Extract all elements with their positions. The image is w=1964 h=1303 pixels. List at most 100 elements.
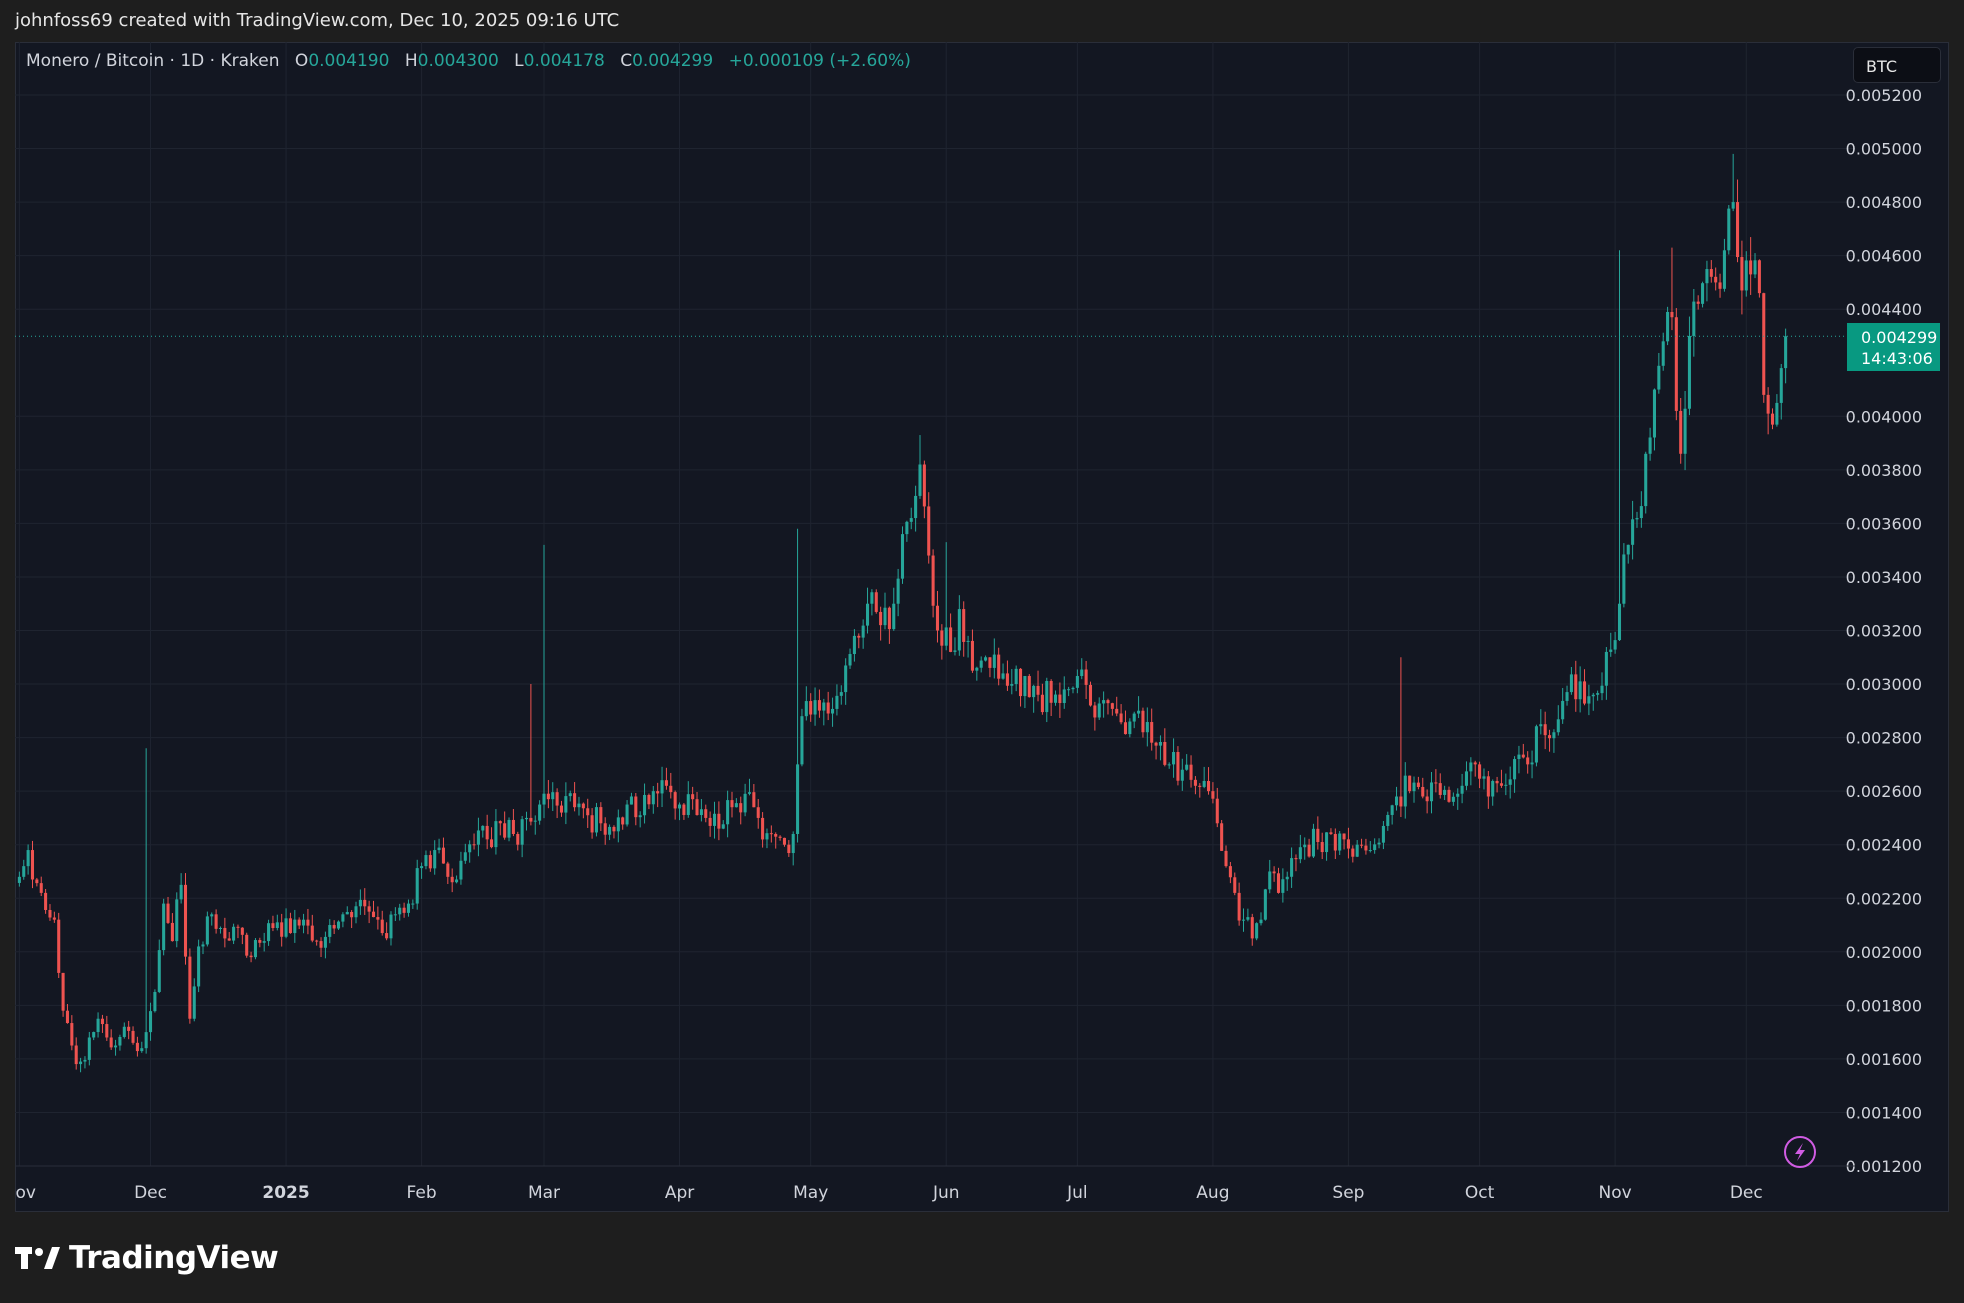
candle-body bbox=[1561, 700, 1565, 720]
candle-body bbox=[1744, 260, 1748, 291]
x-tick-label: Sep bbox=[1332, 1183, 1364, 1203]
candle-body bbox=[1736, 202, 1740, 258]
candle-body bbox=[511, 819, 515, 834]
candle-body bbox=[232, 926, 236, 941]
candle-body bbox=[1762, 293, 1766, 395]
candle-body bbox=[389, 914, 393, 939]
candle-body bbox=[1666, 311, 1670, 342]
candle-body bbox=[468, 844, 472, 853]
last-price-value: 0.004299 bbox=[1861, 328, 1938, 347]
candle-body bbox=[1189, 764, 1193, 780]
candle-body bbox=[949, 627, 953, 652]
x-tick-label: Oct bbox=[1465, 1183, 1495, 1203]
y-tick-label: 0.001400 bbox=[1846, 1103, 1922, 1122]
candle-body bbox=[1683, 408, 1687, 454]
candle-body bbox=[865, 603, 870, 626]
candle-body bbox=[1172, 752, 1176, 765]
change-value: +0.000109 (+2.60%) bbox=[728, 51, 911, 71]
candle-body bbox=[1342, 833, 1346, 840]
candle-body bbox=[148, 1011, 153, 1033]
candle-body bbox=[664, 780, 668, 786]
candle-body bbox=[354, 906, 358, 918]
candle-body bbox=[1644, 453, 1648, 507]
candle-body bbox=[1207, 780, 1211, 792]
candle-body bbox=[861, 625, 865, 638]
candle-body bbox=[310, 925, 314, 941]
candle-body bbox=[332, 925, 336, 929]
candle-body bbox=[1635, 518, 1639, 520]
candle-body bbox=[1714, 276, 1718, 283]
candle-body bbox=[1333, 833, 1337, 851]
candle-body bbox=[441, 847, 445, 864]
candle-body bbox=[371, 911, 376, 918]
candle-body bbox=[1600, 685, 1604, 694]
candle-body bbox=[48, 909, 52, 918]
candle-body bbox=[551, 792, 555, 800]
candle-body bbox=[594, 807, 598, 833]
candle-body bbox=[140, 1048, 144, 1052]
tradingview-logo[interactable]: TradingView bbox=[15, 1240, 279, 1276]
lightning-icon-bolt bbox=[1795, 1143, 1805, 1161]
candle-body bbox=[900, 534, 905, 579]
candle-body bbox=[940, 630, 944, 646]
candle-body bbox=[302, 919, 306, 926]
candle-body bbox=[835, 695, 839, 709]
candle-body bbox=[914, 495, 918, 519]
chart-caption: johnfoss69 created with TradingView.com,… bbox=[15, 10, 620, 31]
candle-body bbox=[1360, 844, 1364, 846]
y-tick-label: 0.005200 bbox=[1846, 86, 1922, 105]
candle-body bbox=[1784, 336, 1788, 369]
x-tick-label: Nov bbox=[1599, 1183, 1632, 1203]
open-label: O bbox=[294, 51, 309, 71]
candle-body bbox=[179, 884, 183, 900]
low-label: L bbox=[514, 51, 524, 71]
candle-body bbox=[966, 640, 970, 642]
candle-body bbox=[1263, 889, 1267, 920]
candle-body bbox=[1779, 368, 1783, 403]
candle-body bbox=[162, 903, 166, 951]
price-chart[interactable]: 0.005200 0.005000 0.004800 0.004600 0.004400… bbox=[15, 42, 1949, 1212]
candle-body bbox=[52, 917, 56, 920]
candle-body bbox=[105, 1024, 109, 1038]
candle-body bbox=[734, 803, 738, 808]
candle-body bbox=[131, 1030, 135, 1043]
candle-body bbox=[1604, 651, 1608, 686]
candle-body bbox=[695, 799, 699, 816]
candle-body bbox=[293, 919, 297, 934]
candle-body bbox=[428, 855, 432, 869]
candle-body bbox=[1766, 394, 1770, 414]
candle-body bbox=[1377, 842, 1381, 845]
chart-panel[interactable] bbox=[15, 42, 1949, 1212]
candle-body bbox=[1276, 873, 1281, 893]
candle-body bbox=[1141, 710, 1145, 733]
candle-body bbox=[887, 607, 891, 630]
candle-body bbox=[1425, 796, 1429, 802]
candle-body bbox=[262, 941, 266, 943]
candle-body bbox=[1180, 769, 1184, 781]
candle-body bbox=[96, 1018, 100, 1033]
candle-body bbox=[699, 809, 703, 816]
candle-body bbox=[350, 912, 354, 918]
candle-body bbox=[275, 922, 279, 929]
candle-body bbox=[1381, 825, 1385, 843]
y-tick-label: 0.001600 bbox=[1846, 1050, 1922, 1069]
candle-body bbox=[1403, 775, 1407, 807]
candle-body bbox=[957, 609, 961, 651]
candle-body bbox=[1075, 676, 1079, 688]
lightning-icon[interactable] bbox=[1784, 1136, 1816, 1168]
candle-body bbox=[935, 605, 940, 631]
candle-body bbox=[1552, 732, 1556, 739]
candle-body bbox=[481, 825, 485, 831]
candle-body bbox=[402, 907, 406, 913]
symbol-label[interactable]: Monero / Bitcoin · 1D · Kraken bbox=[26, 51, 280, 71]
candle-body bbox=[643, 794, 647, 816]
candle-body bbox=[1390, 805, 1394, 815]
candle-body bbox=[44, 892, 48, 910]
currency-button[interactable]: BTC bbox=[1853, 47, 1941, 83]
candle-body bbox=[1001, 673, 1005, 679]
candle-body bbox=[1609, 649, 1613, 652]
candle-body bbox=[656, 791, 660, 794]
low-value: 0.004178 bbox=[523, 51, 605, 71]
candle-body bbox=[1504, 784, 1508, 786]
candle-body bbox=[1093, 705, 1097, 718]
